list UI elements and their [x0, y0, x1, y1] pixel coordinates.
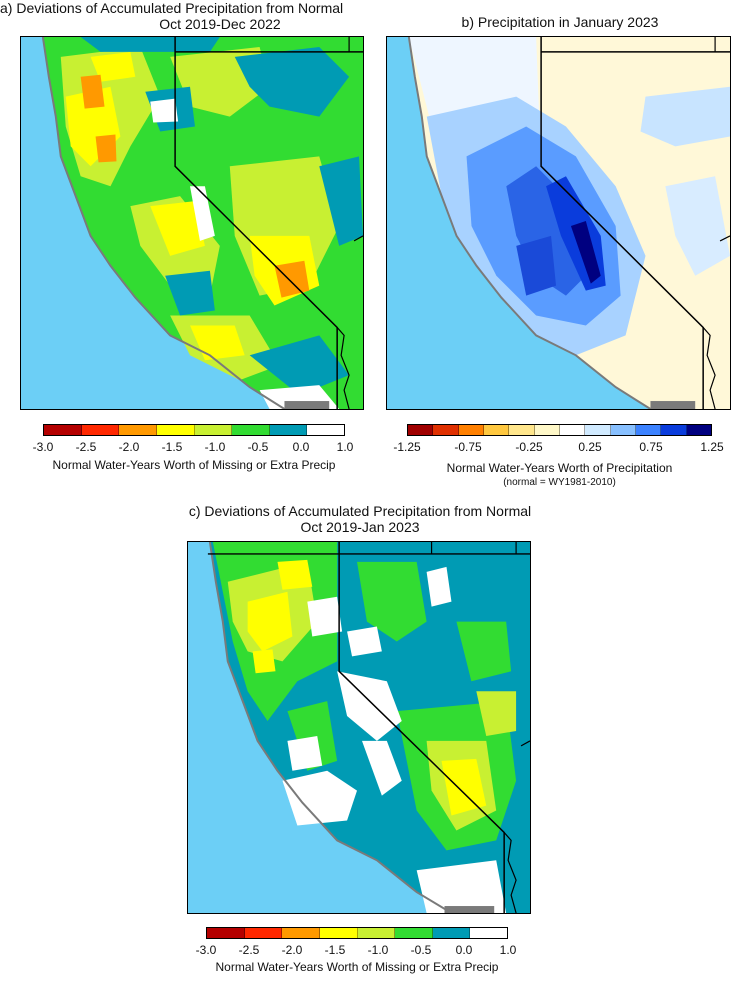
deviation-colorbar-swatch: [232, 425, 270, 435]
deviation-colorbar-swatch: [81, 425, 120, 435]
deviation-colorbar-swatch: [119, 425, 157, 435]
colorbar-c-tick: -1.5: [324, 943, 346, 957]
precip-colorbar-swatch: [483, 425, 510, 435]
colorbar-a-caption: Normal Water-Years Worth of Missing or E…: [52, 458, 336, 472]
colorbar-b-tick: 1.25: [700, 440, 724, 454]
deviation-colorbar-swatch: [207, 928, 245, 938]
deviation-colorbar-swatch: [282, 928, 320, 938]
deviation-colorbar-swatch: [156, 425, 195, 435]
colorbar-b-tick: -0.25: [515, 440, 543, 454]
precip-colorbar-swatch: [458, 425, 484, 435]
panel-a-title: a) Deviations of Accumulated Precipitati…: [0, 0, 370, 32]
precip-colorbar-swatch: [408, 425, 434, 435]
panel-c-title-line1: c) Deviations of Accumulated Precipitati…: [188, 503, 532, 519]
colorbar-a-tick: -2.5: [75, 440, 97, 454]
precip-colorbar-swatch: [661, 425, 687, 435]
colorbar-b-tick: 0.75: [639, 440, 663, 454]
colorbar-a-tick: -0.5: [247, 440, 269, 454]
colorbar-c-tick: -2.5: [238, 943, 260, 957]
deviation-colorbar-swatch: [194, 425, 233, 435]
precip-colorbar-swatch: [635, 425, 662, 435]
precip-colorbar-swatch: [585, 425, 611, 435]
deviation-colorbar-swatch: [319, 928, 358, 938]
precip-colorbar-swatch: [610, 425, 636, 435]
colorbar-c-tick: -2.0: [281, 943, 303, 957]
precip-colorbar-swatch: [686, 425, 711, 435]
colorbar-b: -1.25 -0.75 -0.25 0.25 0.75 1.25 Normal …: [393, 424, 724, 492]
colorbar-c-tick: 0.0: [455, 943, 473, 957]
colorbar-c: -3.0 -2.5 -2.0 -1.5 -1.0 -0.5 0.0 1.0 No…: [196, 927, 516, 987]
colorbar-a-tick: 1.0: [336, 440, 354, 454]
colorbar-b-tick: 0.25: [578, 440, 602, 454]
colorbar-a-tick: 0.0: [292, 440, 310, 454]
colorbar-a-tick: -2.0: [118, 440, 140, 454]
colorbar-a-tick: -1.5: [161, 440, 183, 454]
deviation-colorbar-swatch: [395, 928, 433, 938]
deviation-colorbar-swatch: [269, 425, 308, 435]
panel-b-title-line1: b) Precipitation in January 2023: [461, 14, 659, 30]
colorbar-b-tick: -1.25: [393, 440, 421, 454]
deviation-colorbar-swatch: [470, 928, 507, 938]
colorbar-a: -3.0 -2.5 -2.0 -1.5 -1.0 -0.5 0.0 1.0 No…: [33, 424, 353, 480]
precip-colorbar-swatch: [509, 425, 535, 435]
colorbar-c-tick: -1.0: [367, 943, 389, 957]
map-b: [386, 36, 731, 410]
deviation-colorbar-swatch: [244, 928, 283, 938]
panel-a-title-line1: a) Deviations of Accumulated Precipitati…: [0, 0, 344, 16]
colorbar-a-bar: [43, 424, 345, 436]
map-c: [187, 541, 531, 914]
panel-b-title: b) Precipitation in January 2023: [390, 14, 730, 30]
precip-colorbar-swatch: [534, 425, 560, 435]
panel-a-title-line2: Oct 2019-Dec 2022: [159, 16, 281, 32]
colorbar-c-tick: -3.0: [195, 943, 217, 957]
colorbar-b-bar: [407, 424, 712, 436]
deviation-colorbar-swatch: [432, 928, 471, 938]
colorbar-c-bar: [206, 927, 508, 939]
colorbar-a-tick: -1.0: [204, 440, 226, 454]
colorbar-c-caption: Normal Water-Years Worth of Missing or E…: [215, 960, 499, 974]
colorbar-b-note: (normal = WY1981-2010): [503, 477, 616, 488]
deviation-colorbar-swatch: [307, 425, 344, 435]
precip-colorbar-swatch: [559, 425, 586, 435]
colorbar-b-tick: -0.75: [454, 440, 482, 454]
map-a: [20, 36, 364, 410]
colorbar-a-tick: -3.0: [32, 440, 54, 454]
colorbar-c-tick: -0.5: [410, 943, 432, 957]
precip-colorbar-swatch: [433, 425, 459, 435]
deviation-colorbar-swatch: [44, 425, 82, 435]
panel-c-title: c) Deviations of Accumulated Precipitati…: [150, 503, 570, 535]
colorbar-b-caption: Normal Water-Years Worth of Precipitatio…: [446, 461, 673, 475]
panel-c-title-line2: Oct 2019-Jan 2023: [300, 519, 420, 535]
colorbar-c-tick: 1.0: [499, 943, 517, 957]
deviation-colorbar-swatch: [357, 928, 396, 938]
